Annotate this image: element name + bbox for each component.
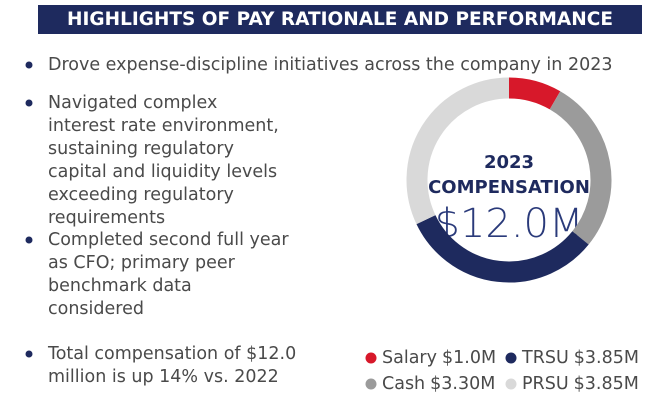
legend-swatch: [365, 352, 377, 364]
legend-label: Cash $3.30M: [382, 374, 495, 394]
legend-value: $3.30M: [430, 374, 495, 394]
legend-swatch: [505, 352, 517, 364]
legend-swatch: [365, 378, 377, 390]
header-title: HIGHLIGHTS OF PAY RATIONALE AND PERFORMA…: [67, 9, 613, 30]
bullet-dot: [25, 350, 33, 358]
donut-segment: [406, 77, 510, 225]
center-year: 2023: [484, 152, 534, 173]
bullet-text: as CFO; primary peer: [48, 253, 236, 273]
bullet-text: requirements: [48, 208, 165, 228]
bullet-text: Total compensation of $12.0: [47, 344, 296, 364]
donut-segment: [549, 91, 612, 245]
bullet-text: interest rate environment,: [48, 116, 279, 136]
legend-swatch: [505, 378, 517, 390]
bullet-text: exceeding regulatory: [48, 185, 234, 205]
bullet-dot: [25, 61, 33, 69]
bullet-text: benchmark data: [48, 276, 192, 296]
bullet-text: sustaining regulatory: [48, 139, 234, 159]
legend-label: PRSU $3.85M: [522, 374, 639, 394]
donut-segment: [416, 214, 589, 283]
bullet-text: Completed second full year: [48, 230, 289, 250]
bullet-dot: [25, 236, 33, 244]
bullet-text: capital and liquidity levels: [48, 162, 277, 182]
legend-category: PRSU: [522, 374, 569, 394]
legend-category: Cash: [382, 374, 425, 394]
bullet-text: million is up 14% vs. 2022: [48, 367, 279, 387]
legend-value: $3.85M: [574, 374, 639, 394]
bullet-text: considered: [48, 299, 144, 319]
bullet-text: Navigated complex: [48, 93, 217, 113]
legend-category: TRSU: [521, 348, 569, 368]
donut-segment: [508, 77, 561, 110]
legend-value: $3.85M: [574, 348, 639, 368]
bullet-text: Drove expense-discipline initiatives acr…: [48, 55, 613, 75]
legend-label: Salary $1.0M: [382, 348, 496, 368]
center-label: COMPENSATION: [428, 177, 590, 198]
bullet-dot: [25, 99, 33, 107]
legend-category: Salary: [382, 348, 437, 368]
center-total: $12.0M: [434, 201, 583, 247]
header-bar: [38, 5, 642, 34]
legend-label: TRSU $3.85M: [521, 348, 639, 368]
legend-value: $1.0M: [442, 348, 496, 368]
